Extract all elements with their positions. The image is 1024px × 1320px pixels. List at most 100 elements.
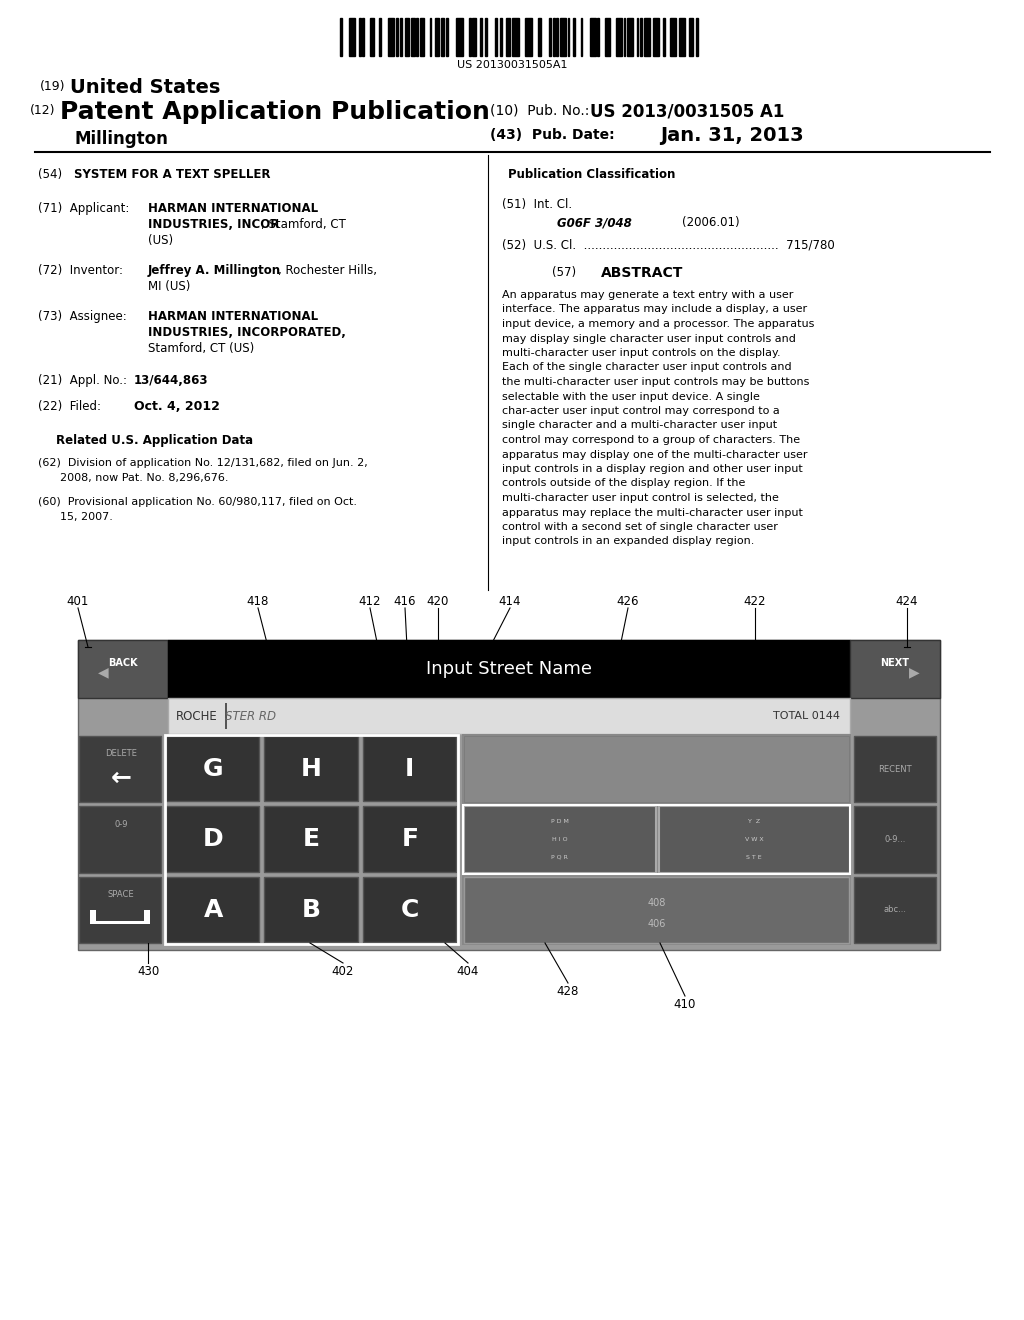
Bar: [549, 18, 551, 55]
Text: (43)  Pub. Date:: (43) Pub. Date:: [490, 128, 614, 143]
Bar: [670, 18, 676, 55]
Text: (72)  Inventor:: (72) Inventor:: [38, 264, 123, 277]
Text: Input Street Name: Input Street Name: [426, 660, 592, 678]
Bar: [560, 18, 565, 55]
Bar: [396, 18, 397, 55]
Bar: [420, 18, 424, 55]
Bar: [854, 807, 936, 873]
Text: 404: 404: [457, 965, 479, 978]
Text: 13/644,863: 13/644,863: [134, 374, 209, 387]
Bar: [854, 737, 936, 803]
Text: H: H: [301, 758, 322, 781]
Text: H I O: H I O: [552, 837, 567, 842]
Bar: [689, 18, 692, 55]
Bar: [696, 18, 698, 55]
Bar: [399, 18, 401, 55]
Text: abc...: abc...: [884, 906, 906, 915]
Text: DELETE: DELETE: [105, 750, 137, 758]
Text: 15, 2007.: 15, 2007.: [60, 512, 113, 521]
Bar: [464, 876, 849, 942]
Text: F: F: [401, 828, 419, 851]
Bar: [658, 807, 850, 873]
Bar: [362, 876, 456, 942]
Text: 426: 426: [616, 595, 639, 609]
Bar: [653, 18, 659, 55]
Bar: [616, 18, 622, 55]
Bar: [79, 807, 161, 873]
Bar: [264, 876, 357, 942]
Text: interface. The apparatus may include a display, a user: interface. The apparatus may include a d…: [502, 305, 807, 314]
Text: multi-character user input controls on the display.: multi-character user input controls on t…: [502, 348, 780, 358]
Bar: [388, 18, 394, 55]
Text: SPACE: SPACE: [108, 890, 134, 899]
Text: 414: 414: [499, 595, 521, 609]
Text: Millington: Millington: [75, 129, 169, 148]
Bar: [456, 18, 463, 55]
Bar: [349, 18, 355, 55]
Text: 428: 428: [557, 985, 580, 998]
Bar: [850, 640, 940, 698]
Bar: [379, 18, 381, 55]
Text: (21)  Appl. No.:: (21) Appl. No.:: [38, 374, 134, 387]
Bar: [79, 876, 161, 942]
Text: MI (US): MI (US): [148, 280, 190, 293]
Bar: [90, 911, 96, 921]
Text: char-acter user input control may correspond to a: char-acter user input control may corres…: [502, 407, 779, 416]
Text: (54): (54): [38, 168, 70, 181]
Text: BACK: BACK: [109, 657, 138, 668]
Bar: [168, 640, 850, 698]
Text: HARMAN INTERNATIONAL: HARMAN INTERNATIONAL: [148, 310, 318, 323]
Bar: [225, 704, 227, 729]
Text: G: G: [203, 758, 223, 781]
Text: Jan. 31, 2013: Jan. 31, 2013: [660, 125, 804, 145]
Text: apparatus may replace the multi-character user input: apparatus may replace the multi-characte…: [502, 507, 803, 517]
Text: (2006.01): (2006.01): [682, 216, 739, 228]
Text: (12): (12): [30, 104, 55, 117]
Bar: [144, 911, 150, 921]
Bar: [340, 18, 342, 55]
Bar: [168, 698, 850, 734]
Bar: [469, 18, 471, 55]
Text: 0-9: 0-9: [115, 820, 128, 829]
Bar: [663, 18, 665, 55]
Text: input device, a memory and a processor. The apparatus: input device, a memory and a processor. …: [502, 319, 814, 329]
Bar: [464, 737, 849, 803]
Text: controls outside of the display region. If the: controls outside of the display region. …: [502, 479, 745, 488]
Text: 406: 406: [647, 919, 666, 929]
Bar: [644, 18, 649, 55]
Text: Patent Application Publication: Patent Application Publication: [60, 100, 489, 124]
Text: (60)  Provisional application No. 60/980,117, filed on Oct.: (60) Provisional application No. 60/980,…: [38, 498, 357, 507]
Bar: [166, 876, 259, 942]
Bar: [435, 18, 439, 55]
Text: ▶: ▶: [909, 665, 920, 678]
Text: TOTAL 0144: TOTAL 0144: [773, 711, 840, 721]
Text: I: I: [406, 758, 415, 781]
Bar: [553, 18, 555, 55]
Bar: [362, 737, 456, 801]
Bar: [637, 18, 638, 55]
Bar: [370, 18, 374, 55]
Text: Publication Classification: Publication Classification: [508, 168, 676, 181]
Text: HARMAN INTERNATIONAL: HARMAN INTERNATIONAL: [148, 202, 318, 215]
Text: 410: 410: [674, 998, 696, 1011]
Bar: [440, 18, 444, 55]
Bar: [581, 18, 583, 55]
Bar: [567, 18, 569, 55]
Bar: [362, 807, 456, 871]
Bar: [680, 18, 685, 55]
Text: An apparatus may generate a text entry with a user: An apparatus may generate a text entry w…: [502, 290, 794, 300]
Bar: [78, 640, 940, 950]
Text: input controls in a display region and other user input: input controls in a display region and o…: [502, 465, 803, 474]
Bar: [538, 18, 542, 55]
Text: S T E: S T E: [746, 854, 762, 859]
Bar: [429, 18, 431, 55]
Bar: [512, 18, 519, 55]
Text: (US): (US): [148, 234, 173, 247]
Text: B: B: [302, 898, 321, 921]
Text: , Rochester Hills,: , Rochester Hills,: [278, 264, 377, 277]
Text: INDUSTRIES, INCOR: INDUSTRIES, INCOR: [148, 218, 280, 231]
Bar: [590, 18, 596, 55]
Bar: [480, 18, 481, 55]
Text: ABSTRACT: ABSTRACT: [601, 267, 683, 280]
Bar: [362, 18, 365, 55]
